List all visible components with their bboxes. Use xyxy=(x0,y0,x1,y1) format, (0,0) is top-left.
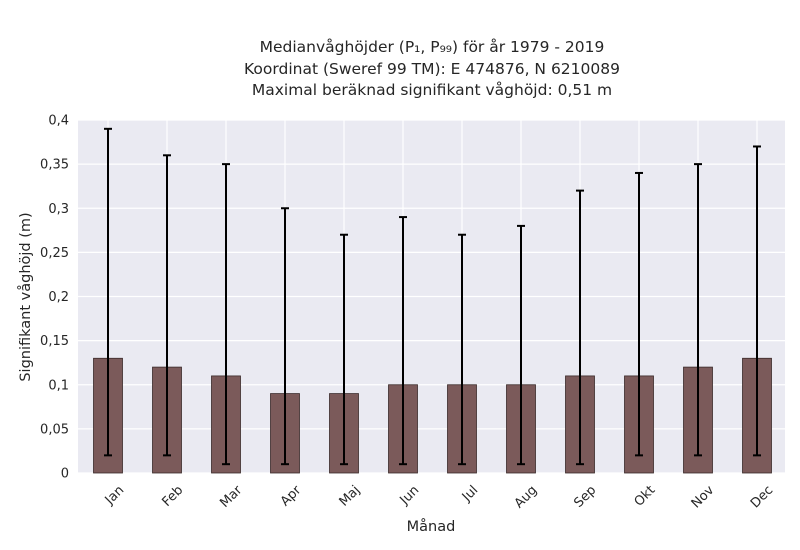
x-axis-label: Månad xyxy=(407,518,456,535)
x-tick-label-jan: Jan xyxy=(102,483,127,508)
y-tick-label-5: 0,25 xyxy=(40,246,69,261)
x-tick-label-maj: Maj xyxy=(337,483,364,510)
y-tick-label-8: 0,4 xyxy=(48,114,69,129)
chart-title: Medianvåghöjder (P₁, P₉₉) för år 1979 - … xyxy=(244,38,620,99)
x-tick-label-jul: Jul xyxy=(459,483,481,505)
error-bars xyxy=(104,127,761,466)
title-line-3: Maximal beräknad signifikant våghöjd: 0,… xyxy=(252,81,612,99)
x-tick-label-dec: Dec xyxy=(748,483,776,511)
title-line-1: Medianvåghöjder (P₁, P₉₉) för år 1979 - … xyxy=(260,38,605,56)
y-tick-label-1: 0,05 xyxy=(40,422,69,437)
x-axis-ticks: Jan Feb Mar Apr Maj Jun Jul Aug Sep Okt Nov Dec xyxy=(102,482,776,511)
y-tick-label-6: 0,3 xyxy=(48,202,69,217)
y-tick-label-7: 0,35 xyxy=(40,158,69,173)
x-tick-label-feb: Feb xyxy=(159,483,186,510)
x-tick-label-nov: Nov xyxy=(689,483,718,512)
x-tick-label-mar: Mar xyxy=(217,482,245,510)
x-tick-label-apr: Apr xyxy=(278,482,305,509)
y-tick-label-3: 0,15 xyxy=(40,334,69,349)
x-tick-label-okt: Okt xyxy=(632,483,659,510)
y-tick-label-2: 0,1 xyxy=(48,378,69,393)
y-tick-label-4: 0,2 xyxy=(48,290,69,305)
x-tick-label-aug: Aug xyxy=(512,483,541,512)
title-line-2: Koordinat (Sweref 99 TM): E 474876, N 62… xyxy=(244,60,620,78)
y-axis-ticks: 0 0,05 0,1 0,15 0,2 0,25 0,3 0,35 0,4 xyxy=(40,114,69,482)
x-tick-label-jun: Jun xyxy=(397,483,423,509)
x-tick-label-sep: Sep xyxy=(571,483,599,511)
y-axis-label: Signifikant våghöjd (m) xyxy=(17,212,34,381)
y-tick-label-0: 0 xyxy=(61,467,69,482)
